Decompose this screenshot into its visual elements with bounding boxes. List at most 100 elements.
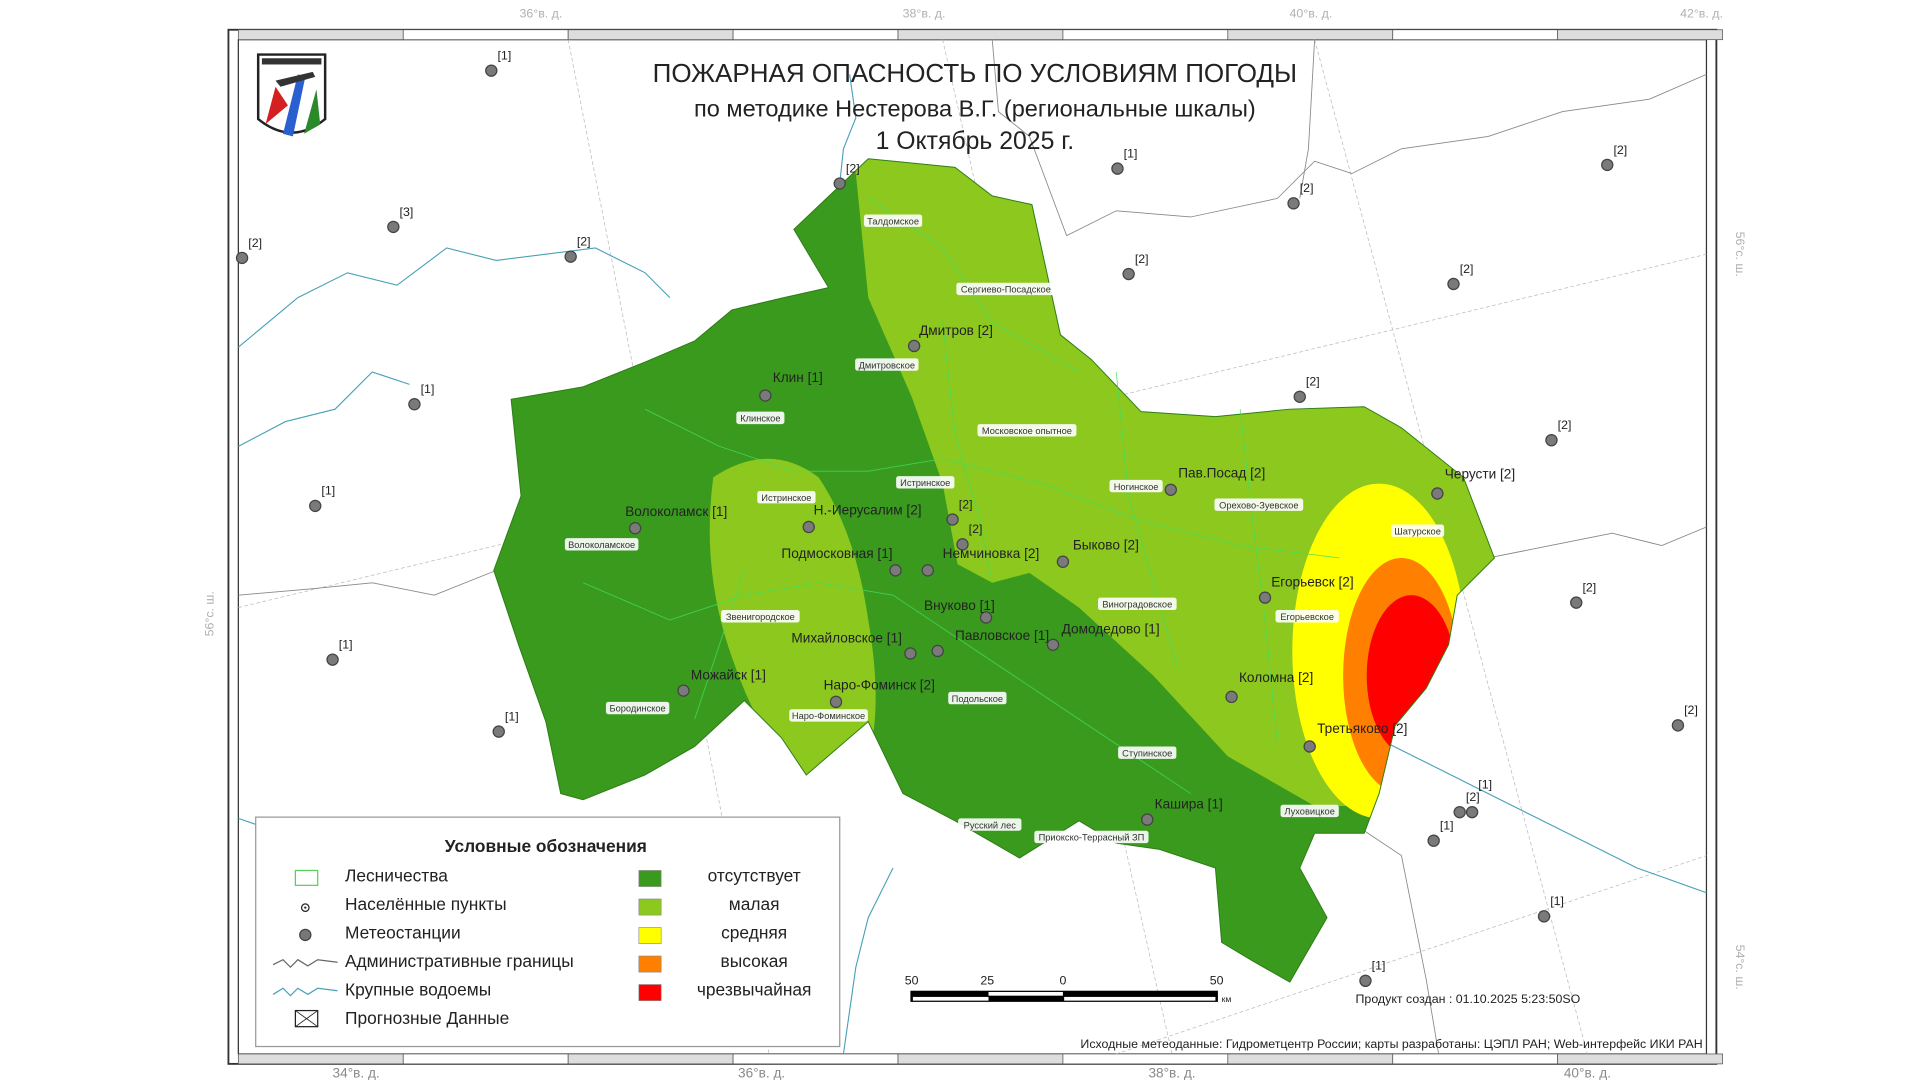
legend-swatch [638, 984, 662, 1001]
meteo-station[interactable]: [2] [1545, 418, 1572, 447]
meteo-station[interactable]: Наро-Фоминск [2] [824, 677, 935, 709]
meteostation-icon [677, 684, 690, 697]
forestry-name: Талдомское [867, 216, 919, 226]
meteo-station[interactable]: [2] [1601, 143, 1628, 172]
meteo-station[interactable]: Черусти [2] [1431, 467, 1515, 500]
meteo-station[interactable]: Пав.Посад [2] [1164, 465, 1265, 496]
lat-label-left: 56°с. ш. [203, 591, 217, 636]
station-class: [2] [1135, 252, 1149, 266]
meteo-station[interactable]: [1] [408, 382, 435, 411]
meteostation-icon [904, 647, 917, 660]
station-class: [2] [969, 522, 983, 536]
meteo-station[interactable]: [1] [1537, 894, 1564, 923]
meteo-station[interactable]: Клин [1] [759, 370, 823, 402]
meteo-station[interactable]: Волоколамск [1] [625, 504, 727, 535]
meteostation-icon [1453, 805, 1466, 819]
meteo-station[interactable]: [2] [1570, 580, 1597, 609]
station-label: Немчиновка [2] [943, 546, 1040, 561]
meteo-station[interactable]: [3] [387, 205, 414, 234]
meteo-station[interactable]: [2] [1453, 790, 1480, 819]
meteo-station[interactable]: [1] [309, 484, 336, 513]
meteo-station[interactable]: [1] [1465, 778, 1493, 819]
meteo-station[interactable]: Быково [2] [1056, 537, 1139, 568]
legend-swatch [638, 955, 662, 973]
forestry-label: Ногинское [1109, 479, 1163, 493]
legend-swatch [638, 927, 662, 944]
meteo-station[interactable]: [1] [492, 709, 519, 738]
meteo-station[interactable]: Можайск [1] [677, 667, 766, 697]
meteo-station[interactable]: [1] [1427, 819, 1454, 847]
meteostation-icon [387, 220, 400, 234]
meteo-station[interactable]: [1] [1359, 959, 1386, 988]
forestry-label: Виноградовское [1098, 597, 1177, 611]
legend-class-label: средняя [721, 923, 787, 943]
meteo-station[interactable]: Павловское [1] [931, 628, 1049, 658]
meteostation-icon [1141, 813, 1154, 826]
forestry-name: Сергиево-Посадское [961, 285, 1051, 295]
meteo-station[interactable]: [2] [956, 522, 983, 551]
meteo-station[interactable]: Коломна [2] [1225, 670, 1313, 704]
station-class: [1] [339, 637, 353, 651]
forestry-label: Сергиево-Посадское [956, 282, 1056, 296]
scale-tick: 0 [1059, 974, 1066, 988]
meteostation-icon [1537, 910, 1551, 923]
meteostation-icon [1447, 277, 1460, 291]
station-class: [2] [1582, 580, 1596, 594]
forestry-label: Истринское [757, 491, 816, 504]
product-created: Продукт создан : 01.10.2025 5:23:50SO [1356, 992, 1581, 1006]
meteo-station[interactable]: [1] [1111, 146, 1138, 175]
forestry-label: Егорьевское [1275, 610, 1339, 623]
meteo-station[interactable]: [2] [1293, 375, 1320, 403]
meteo-station[interactable]: [2] [1287, 181, 1314, 210]
station-class: [2] [577, 235, 591, 249]
forestry-name: Московское опытное [982, 426, 1072, 436]
meteostation-icon [1046, 638, 1060, 651]
legend-symbol-label: Административные границы [345, 951, 574, 971]
legend-class-label: отсутствует [708, 866, 801, 886]
scale-tick: 50 [905, 974, 919, 988]
station-label: Наро-Фоминск [2] [824, 677, 935, 692]
forestry-label: Наро-Фоминское [789, 709, 868, 722]
legend-symbol-label: Крупные водоемы [345, 980, 491, 1000]
graticule-labels: 36°в. д. 38°в. д. 40°в. д. 42°в. д. 34°в… [203, 6, 1748, 1080]
meteo-station[interactable]: [2] [1671, 703, 1698, 732]
station-class: [1] [1124, 146, 1138, 160]
meteo-station[interactable]: Михайловское [1] [791, 630, 917, 660]
station-class: [2] [1558, 418, 1572, 432]
legend-class-label: чрезвычайная [697, 980, 812, 1000]
forestry-label: Луховицкое [1280, 804, 1339, 818]
meteo-station[interactable]: [2] [1447, 262, 1474, 291]
meteo-station[interactable]: Внуково [1] [924, 598, 995, 624]
legend-class-label: высокая [721, 951, 788, 971]
meteo-station[interactable]: [2] [833, 161, 860, 190]
meteo-station[interactable]: [2] [235, 236, 262, 265]
meteo-station[interactable]: [2] [564, 235, 591, 263]
legend-symbol-label: Метеостанции [345, 923, 461, 943]
forestry-name: Истринское [761, 493, 811, 503]
station-class: [1] [321, 484, 335, 498]
meteo-station[interactable]: [2] [946, 497, 973, 526]
station-class: [2] [1300, 181, 1314, 195]
meteo-station[interactable]: Н.-Иерусалим [2] [802, 503, 922, 534]
meteo-station[interactable]: Домодедово [1] [1046, 622, 1160, 651]
station-label: Быково [2] [1073, 537, 1139, 552]
meteostation-icon [492, 725, 505, 738]
forestry-label: Орехово-Зуевское [1214, 498, 1304, 511]
station-class: [1] [1372, 959, 1386, 973]
forestry-name: Шатурское [1394, 526, 1441, 536]
forestry-label: Талдомское [863, 214, 923, 227]
meteo-station[interactable]: [2] [1122, 252, 1149, 281]
meteo-station[interactable]: Дмитров [2] [907, 323, 993, 353]
avialesookhrana-logo [256, 53, 327, 137]
legend-box [255, 816, 841, 1048]
meteo-station[interactable]: Егорьевск [2] [1258, 574, 1354, 604]
meteo-station[interactable]: Кашира [1] [1141, 796, 1223, 826]
station-label: Пав.Посад [2] [1178, 465, 1265, 480]
meteo-station[interactable]: Подмосковная [1] [781, 546, 902, 577]
meteo-station[interactable]: Третьяково [2] [1303, 721, 1407, 753]
meteostation-icon [485, 64, 498, 77]
meteo-station[interactable]: [1] [485, 49, 512, 77]
meteostation-icon [1671, 719, 1685, 732]
meteostation-icon [1427, 834, 1440, 847]
meteo-station[interactable]: [1] [326, 637, 353, 666]
